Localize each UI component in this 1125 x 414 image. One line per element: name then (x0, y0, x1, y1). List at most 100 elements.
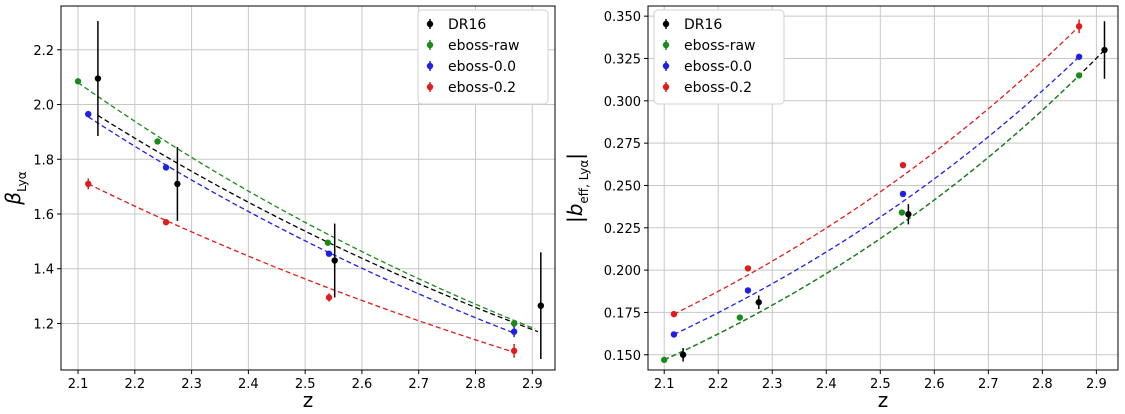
beta-xtick-label: 2.7 (408, 377, 429, 392)
beff-xtick-label: 2.7 (978, 377, 999, 392)
beff-ytick-label: 0.225 (604, 222, 641, 237)
beta-chart-panel: 2.1 2.2 2.3 2.4 2.5 2.6 2.7 2.8 2.9 1.2 1.4 1.6 1.8 2… (1, 5, 556, 412)
beff-chart-legend: DR16 eboss-raw eboss-0.0 eboss-0.2 (653, 9, 785, 105)
beta-chart-xlabel: z (303, 388, 314, 412)
beta-fit-line-eboss-raw (77, 82, 536, 330)
beff-xtick-label: 2.6 (924, 377, 945, 392)
beta-data-point (324, 239, 332, 246)
beta-data-point (325, 294, 333, 301)
beff-data-point (899, 190, 907, 198)
beff-xtick-label: 2.1 (654, 377, 675, 392)
beff-data-point (670, 331, 678, 338)
beta-data-point (154, 138, 161, 145)
beta-xtick-label: 2.8 (465, 377, 486, 392)
beta-data-point (510, 320, 518, 327)
beta-xtick-label: 2.2 (124, 377, 145, 392)
beta-legend-label-2: eboss-0.0 (448, 59, 516, 75)
beta-data-point (537, 302, 545, 309)
beta-ytick-label: 1.2 (33, 317, 54, 332)
beff-chart-ylabel: |beff, Lyα| (563, 153, 591, 223)
beff-data-point (898, 209, 906, 216)
beff-ytick-label: 0.150 (604, 349, 641, 364)
beta-legend-marker-1 (426, 41, 434, 49)
beta-ytick-label: 2.2 (33, 44, 54, 59)
beta-xtick-label: 2.6 (352, 377, 373, 392)
beta-chart-ticks: 2.1 2.2 2.3 2.4 2.5 2.6 2.7 2.8 2.9 1.2 1.4 1.6 1.8 2… (33, 44, 542, 392)
beff-data-point (1075, 23, 1083, 30)
beff-xtick-label: 2.5 (870, 377, 891, 392)
beta-fit-line-eboss-00 (87, 116, 515, 334)
beta-data-point (162, 219, 170, 226)
beff-data-point (744, 287, 752, 294)
beff-fit-line-eboss-raw (663, 74, 1080, 361)
beta-data-point (331, 257, 338, 264)
beta-legend-marker-2 (426, 62, 434, 70)
beff-data-point (905, 211, 912, 218)
beta-chart-fit-lines (77, 82, 539, 353)
beta-chart-points (74, 21, 545, 360)
beta-data-point (174, 180, 181, 188)
beta-legend-label-1: eboss-raw (448, 38, 520, 54)
beff-ytick-label: 0.350 (604, 10, 641, 25)
beff-xtick-label: 2.8 (1032, 377, 1053, 392)
beta-data-point (85, 180, 92, 188)
beta-chart-grid (61, 6, 555, 370)
beff-fit-line-eboss-02 (673, 25, 1080, 315)
beff-xtick-label: 2.2 (708, 377, 729, 392)
beta-fit-line-eboss-02 (87, 183, 515, 353)
beta-ytick-label: 1.4 (33, 263, 54, 278)
beff-chart-frame (647, 5, 1119, 371)
beta-xtick-label: 2.3 (181, 377, 202, 392)
beff-ytick-label: 0.250 (604, 179, 641, 194)
beff-chart-panel: 2.1 2.2 2.3 2.4 2.5 2.6 2.7 2.8 2.9 0.150 0.175 0.2… (563, 5, 1119, 412)
beta-data-point (85, 110, 92, 118)
beff-legend-box (653, 9, 785, 105)
beta-fit-line-dr16 (97, 114, 539, 333)
beff-ytick-label: 0.300 (604, 95, 641, 110)
beff-legend-label-3: eboss-0.2 (684, 80, 752, 96)
beta-xtick-label: 2.9 (522, 377, 543, 392)
beff-data-point (744, 265, 752, 272)
beff-chart-points (661, 19, 1108, 364)
beta-data-point (325, 250, 333, 257)
beff-data-point (899, 161, 907, 169)
beff-data-point (755, 299, 762, 306)
beff-legend-label-2: eboss-0.0 (684, 59, 752, 75)
beff-ytick-label: 0.175 (604, 306, 641, 321)
beta-chart-ylabel: βLyα (1, 171, 29, 205)
beta-legend-marker-0 (426, 20, 434, 28)
beff-legend-marker-0 (662, 20, 670, 28)
beff-data-point (661, 356, 668, 364)
beta-legend-label-0: DR16 (448, 17, 486, 33)
beta-data-point (74, 78, 82, 85)
beta-xtick-label: 2.1 (68, 377, 89, 392)
beff-data-point (736, 314, 744, 321)
beff-xtick-label: 2.9 (1086, 377, 1107, 392)
beta-chart-frame (60, 5, 556, 371)
beff-data-point (670, 310, 678, 318)
beta-ytick-label: 2.0 (33, 99, 54, 114)
beta-data-point (510, 347, 518, 355)
beff-xtick-label: 2.3 (762, 377, 783, 392)
beta-legend-label-3: eboss-0.2 (448, 80, 516, 96)
beff-data-point (1075, 72, 1083, 79)
beff-chart-xlabel: z (878, 388, 889, 412)
beta-data-point (162, 164, 170, 171)
beff-legend-marker-2 (662, 62, 670, 70)
beff-legend-label-0: DR16 (684, 17, 722, 33)
beff-data-point (1101, 46, 1108, 54)
beta-chart-legend: DR16 eboss-raw eboss-0.0 eboss-0.2 (417, 9, 549, 105)
beta-ytick-label: 1.6 (33, 208, 54, 223)
beff-legend-marker-1 (662, 41, 670, 49)
beff-ytick-label: 0.275 (604, 137, 641, 152)
beta-data-point (94, 75, 102, 82)
beta-legend-marker-3 (426, 83, 434, 91)
beff-fit-line-eboss-00 (673, 56, 1080, 336)
beff-ytick-label: 0.325 (604, 52, 641, 67)
beta-ytick-label: 1.8 (33, 153, 54, 168)
beff-chart-fit-lines (663, 25, 1105, 361)
beff-xtick-label: 2.4 (816, 377, 837, 392)
beta-data-point (510, 328, 518, 335)
beff-legend-marker-3 (662, 83, 670, 91)
